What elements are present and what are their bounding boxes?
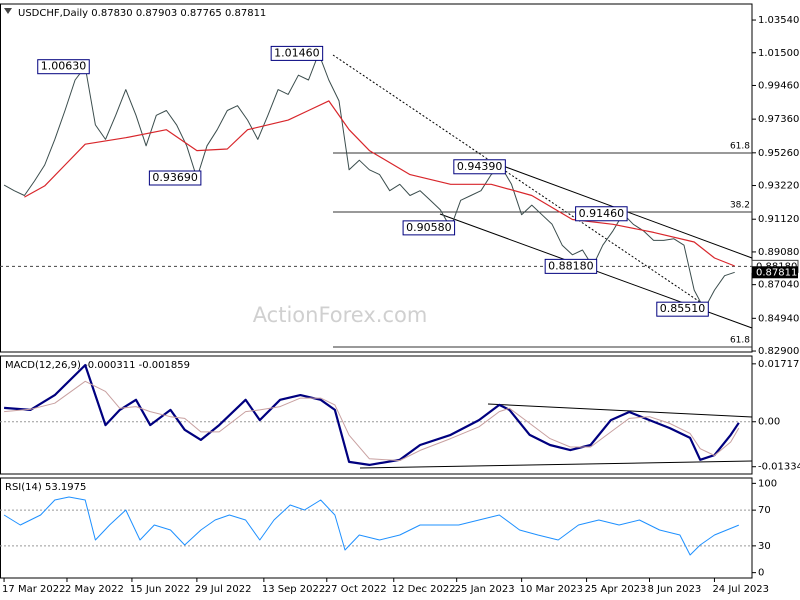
y-tick-label: 0.82900: [758, 346, 799, 357]
price-label-box: [402, 220, 456, 236]
ohlc-value: 0.87830: [91, 8, 132, 19]
series-line: [3, 496, 739, 556]
price-label: 0.94390: [457, 160, 503, 173]
panel-frame: [0, 477, 753, 579]
series-line: [24, 100, 735, 267]
y-tick-label: 0.97360: [758, 114, 799, 125]
x-tick-label: 27 Oct 2022: [325, 584, 387, 595]
x-tick-label: 12 Dec 2022: [392, 584, 456, 595]
trend-line: [332, 54, 701, 303]
fib-label: 38.2: [730, 200, 750, 210]
indicator-name: USDCHF,Daily: [18, 8, 88, 19]
y-tick-label: 0.87040: [758, 280, 799, 291]
price-label: 0.90580: [406, 221, 452, 234]
x-tick-label: 25 Jan 2023: [455, 584, 515, 595]
x-tick-label: 15 Jun 2022: [130, 584, 190, 595]
x-tick-label: 24 Jul 2023: [712, 584, 769, 595]
fib-label: 61.8: [730, 336, 750, 346]
x-tick-label: 25 Apr 2023: [585, 584, 647, 595]
y-tick-label: 0.99460: [758, 80, 799, 91]
y-tick-label: 70: [758, 505, 771, 516]
ohlc-value: 0.87811: [225, 8, 266, 19]
y-tick-label: 0.93220: [758, 181, 799, 192]
price-label-box: [270, 45, 324, 61]
price-label-box: [37, 59, 90, 75]
macd-trend-line: [359, 460, 753, 469]
y-tick-label: 100: [758, 478, 777, 489]
price-label-box: [148, 170, 202, 186]
price-label: 0.88180: [548, 259, 594, 272]
indicator-name: MACD(12,26,9): [5, 360, 81, 371]
series-line: [3, 52, 735, 310]
y-tick-label: 1.03540: [758, 15, 799, 26]
header-icon: [4, 8, 12, 14]
indicator-value: -0.000311: [84, 360, 135, 371]
indicator-name: RSI(14): [5, 482, 42, 493]
y-tick-label: -0.01334: [758, 462, 800, 473]
y-tick-label: 0.91120: [758, 214, 799, 225]
x-tick-label: 10 Mar 2023: [520, 584, 583, 595]
price-label: 0.93690: [152, 171, 198, 184]
x-tick-label: 17 Mar 2022: [2, 584, 65, 595]
x-tick-label: 2 May 2022: [65, 584, 124, 595]
ohlc-value: 0.87903: [136, 8, 177, 19]
y-tick-label: 1.01500: [758, 48, 799, 59]
fib-label: 61.8: [730, 141, 750, 151]
series-line: [4, 380, 740, 461]
y-tick-label: 0.84940: [758, 313, 799, 324]
macd-trend-line: [487, 403, 753, 418]
x-tick-label: 29 Jul 2022: [195, 584, 252, 595]
price-label-box: [544, 258, 598, 274]
y-tick-label: 0.89080: [758, 247, 799, 258]
y-tick-label: 0: [758, 568, 764, 579]
last-price-box: [752, 266, 798, 279]
indicator-value: 53.1975: [45, 482, 86, 493]
panel-header: RSI(14) 53.1975: [5, 482, 86, 493]
price-label: 0.85510: [660, 302, 706, 315]
y-tick-label: 0.95260: [758, 148, 799, 159]
indicator-value: -0.001859: [139, 360, 190, 371]
panel-header: MACD(12,26,9) -0.000311 -0.001859: [5, 360, 190, 371]
x-tick-label: 13 Sep 2022: [262, 584, 325, 595]
panel-frame: [0, 3, 753, 353]
price-label: 0.91460: [579, 207, 625, 220]
panel-header: USDCHF,Daily 0.87830 0.87903 0.87765 0.8…: [18, 8, 266, 19]
y-tick-label: 30: [758, 541, 771, 552]
x-tick-label: 8 Jun 2023: [648, 584, 702, 595]
y-tick-label: 0.00: [758, 417, 780, 428]
ohlc-value: 0.87765: [180, 8, 221, 19]
price-label-box: [453, 159, 506, 175]
price-label: 1.00630: [41, 60, 87, 73]
watermark: ActionForex.com: [253, 303, 428, 327]
price-label-box: [575, 206, 628, 222]
price-label: 1.01460: [274, 46, 320, 59]
y-tick-label: 0.017176: [758, 359, 800, 370]
last-price-label: 0.87811: [756, 267, 797, 278]
price-label-box: [656, 301, 709, 317]
panel-frame: [0, 355, 753, 475]
